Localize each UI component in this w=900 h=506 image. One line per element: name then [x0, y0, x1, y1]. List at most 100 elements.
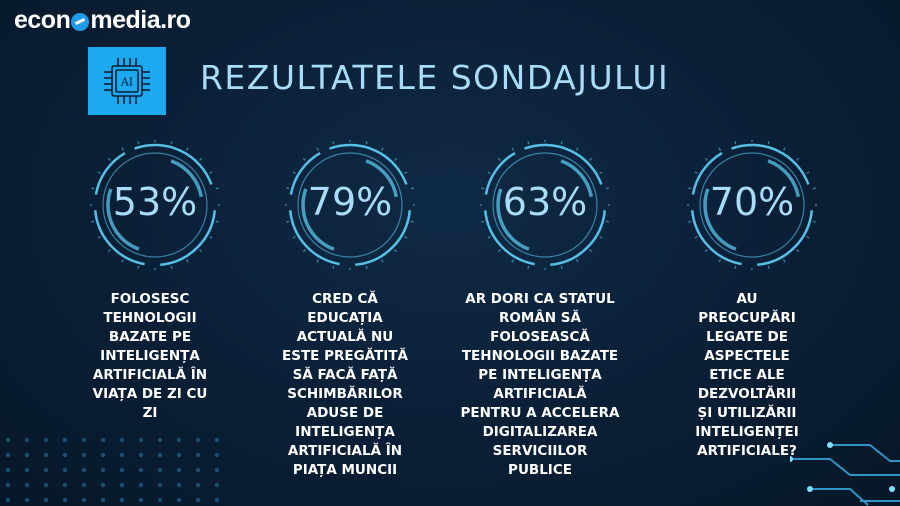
gauge-outer-arc	[550, 210, 607, 267]
decoration-dot	[157, 497, 163, 503]
gauge-tick	[316, 147, 320, 151]
gauge-tick	[487, 235, 491, 239]
gauge-tick	[97, 235, 101, 239]
gauge-tick	[332, 265, 335, 269]
gauge-tick	[704, 249, 708, 253]
gauge-tick	[404, 171, 408, 175]
gauge-thick-arc	[703, 188, 737, 251]
gauge-tick	[121, 259, 125, 263]
decoration-dot	[100, 467, 106, 473]
decoration-dot	[214, 497, 220, 503]
gauge-tick	[209, 171, 213, 175]
decoration-dot	[119, 482, 125, 488]
decoration-dot	[176, 497, 182, 503]
gauge-outer-arc	[484, 151, 516, 195]
gauge-tick	[137, 141, 140, 145]
gauge-tick	[497, 249, 501, 253]
gauge-outer-arc	[288, 210, 340, 266]
gauge-tick	[688, 220, 692, 223]
gauge-tick	[286, 187, 290, 190]
gauge-tick	[481, 220, 485, 223]
gauge-inner-ring	[699, 152, 805, 258]
gauge-tick	[497, 157, 501, 161]
logo-text-part1: econ	[14, 6, 71, 34]
decoration-dot	[62, 437, 68, 443]
gauge-tick	[91, 220, 95, 223]
decoration-dot	[119, 452, 125, 458]
gauge-tick	[410, 187, 414, 190]
gauge-tick	[589, 157, 593, 161]
decoration-dot	[195, 497, 201, 503]
gauge-tick	[332, 141, 335, 145]
decoration-dot	[81, 437, 87, 443]
circular-gauge-icon	[285, 140, 415, 270]
decoration-dot	[157, 482, 163, 488]
gauge-tick	[511, 259, 515, 263]
decoration-dot	[176, 467, 182, 473]
decoration-dot	[5, 437, 11, 443]
stat-percent: 53%	[112, 180, 198, 224]
stat-description: AR DORI CA STATUL ROMÂN SĂ FOLOSEASCĂ TE…	[460, 291, 620, 478]
gauge-outer-arc	[329, 143, 408, 185]
gauge-tick	[796, 249, 800, 253]
decoration-dot	[24, 452, 30, 458]
gauge-outer-arc	[355, 210, 412, 267]
gauge-thick-arc	[767, 159, 801, 198]
gauge-tick	[511, 147, 515, 151]
gauge-outer-arc	[731, 143, 810, 185]
gauge-outer-arc	[690, 210, 742, 266]
stat-description: AU PREOCUPĂRI LEGATE DE ASPECTELE ETICE …	[695, 291, 799, 459]
gauge-tick	[170, 141, 173, 145]
gauge-inner-ring	[297, 152, 403, 258]
gauge-tick	[404, 235, 408, 239]
gauge-inner-ring	[492, 152, 598, 258]
circular-gauge-icon	[90, 140, 220, 270]
gauge-tick	[688, 187, 692, 190]
decoration-dot	[100, 452, 106, 458]
gauge-tick	[806, 171, 810, 175]
decoration-dot	[214, 467, 220, 473]
gauge-tick	[302, 157, 306, 161]
decoration-dot	[24, 497, 30, 503]
gauge-tick	[599, 171, 603, 175]
decoration-dot	[43, 452, 49, 458]
decoration-dot	[100, 482, 106, 488]
gauge-outer-arc	[134, 143, 213, 185]
decoration-dot	[62, 467, 68, 473]
gauge-tick	[599, 235, 603, 239]
gauge-tick	[199, 249, 203, 253]
decoration-dot	[62, 497, 68, 503]
gauge-thick-arc	[560, 159, 594, 198]
gauge-tick	[365, 141, 368, 145]
gauge-tick	[704, 157, 708, 161]
gauge-thick-arc	[496, 188, 530, 251]
decoration-dot	[138, 452, 144, 458]
gauge-tick	[812, 187, 816, 190]
gauge-tick	[292, 171, 296, 175]
gauge-thick-arc	[301, 188, 335, 251]
decoration-dot	[157, 452, 163, 458]
decoration-dot	[43, 497, 49, 503]
gauge-tick	[137, 265, 140, 269]
gauge-tick	[286, 220, 290, 223]
gauge-tick	[796, 157, 800, 161]
gauge-tick	[718, 147, 722, 151]
gauge-tick	[589, 249, 593, 253]
gauge-tick	[107, 157, 111, 161]
gauge-tick	[394, 157, 398, 161]
gauge-tick	[812, 220, 816, 223]
decoration-dot	[138, 497, 144, 503]
gauge-tick	[782, 147, 786, 151]
decoration-dot	[24, 467, 30, 473]
gauge-tick	[734, 141, 737, 145]
gauge-tick	[694, 171, 698, 175]
decoration-dot	[119, 437, 125, 443]
stat-description: CRED CĂ EDUCAȚIA ACTUALĂ NU ESTE PREGĂTI…	[282, 291, 408, 478]
gauge-tick	[806, 235, 810, 239]
gauge-tick	[605, 220, 609, 223]
gauge-tick	[302, 249, 306, 253]
gauge-tick	[767, 265, 770, 269]
gauge-tick	[767, 141, 770, 145]
gauge-outer-arc	[524, 143, 603, 185]
gauge-tick	[365, 265, 368, 269]
